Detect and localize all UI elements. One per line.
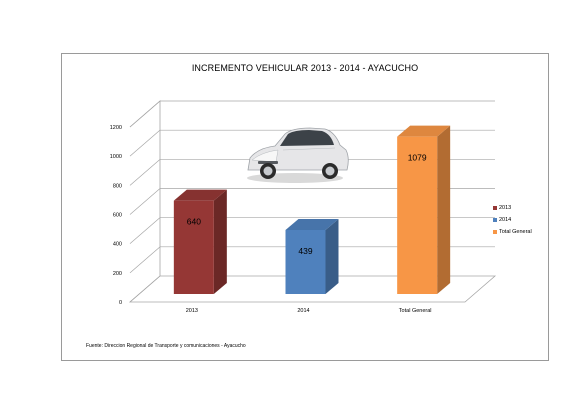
bar-top: [397, 125, 451, 137]
y-tick-label: 1000: [110, 154, 122, 160]
bar-top: [173, 189, 227, 201]
gridline-side: [129, 100, 161, 128]
y-tick-label: 400: [113, 242, 122, 248]
car-image: [247, 127, 349, 183]
bar-top: [285, 218, 339, 230]
legend-label-2013: 2013: [499, 205, 512, 211]
legend-item-total: Total General: [493, 226, 532, 238]
legend-swatch-total: [493, 230, 497, 234]
bar-value-label: 439: [298, 246, 312, 256]
gridline-side: [129, 159, 161, 186]
bar-front: [173, 200, 214, 294]
gridline-side: [129, 217, 161, 244]
bar-front: [285, 229, 326, 294]
chart-title: INCREMENTO VEHICULAR 2013 - 2014 - AYACU…: [191, 63, 419, 73]
bar-side: [437, 125, 451, 294]
legend-item-2013: 2013: [493, 202, 532, 214]
floor: [128, 275, 497, 303]
bar-value-label: 640: [187, 217, 201, 227]
chart-frame: [61, 53, 549, 361]
bar-side: [213, 189, 227, 294]
bar-2013: 640: [173, 189, 227, 294]
legend-swatch-2014: [493, 218, 497, 222]
chart-legend: 2013 2014 Total General: [493, 202, 532, 238]
legend-label-total: Total General: [499, 229, 532, 235]
y-tick-label: 800: [113, 183, 122, 189]
legend-swatch-2013: [493, 206, 497, 210]
x-tick-label: 2013: [186, 308, 198, 314]
gridline-side: [129, 246, 161, 274]
x-tick-label: Total General: [399, 308, 432, 314]
legend-label-2014: 2014: [499, 217, 512, 223]
y-tick-label: 200: [113, 271, 122, 277]
legend-item-2014: 2014: [493, 214, 532, 226]
y-tick-label: 0: [119, 300, 122, 306]
bar-total-general: 1079: [397, 125, 451, 294]
bar-value-label: 1079: [408, 153, 427, 163]
y-tick-label: 600: [113, 213, 122, 219]
gridline-side: [129, 188, 161, 215]
x-tick-label: 2014: [297, 308, 309, 314]
gridline-side: [129, 129, 161, 157]
bar-front: [397, 136, 438, 294]
bar-2014: 439: [285, 218, 339, 294]
source-note: Fuente: Direccion Regional de Transporte…: [86, 343, 246, 349]
y-tick-label: 1200: [110, 125, 122, 131]
bar-side: [325, 218, 339, 294]
